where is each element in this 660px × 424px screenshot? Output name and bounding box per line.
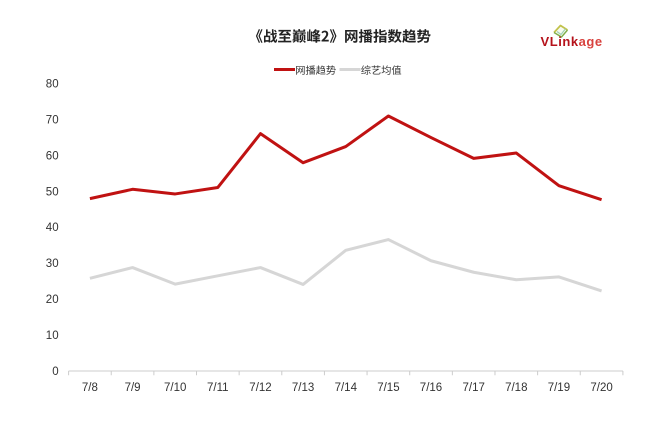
svg-text:80: 80: [46, 79, 59, 91]
svg-text:7/20: 7/20: [590, 382, 612, 394]
svg-text:70: 70: [46, 115, 59, 127]
svg-text:7/13: 7/13: [292, 382, 314, 394]
svg-text:7/14: 7/14: [335, 382, 358, 394]
svg-text:7/16: 7/16: [420, 382, 442, 394]
svg-text:30: 30: [46, 258, 59, 270]
svg-text:7/15: 7/15: [377, 382, 399, 394]
svg-text:7/10: 7/10: [164, 382, 186, 394]
svg-text:40: 40: [46, 222, 59, 234]
svg-text:10: 10: [46, 330, 59, 342]
svg-text:7/18: 7/18: [505, 382, 527, 394]
svg-text:7/19: 7/19: [548, 382, 570, 394]
svg-text:7/12: 7/12: [249, 382, 271, 394]
svg-text:60: 60: [46, 150, 59, 162]
svg-text:VLinkage: VLinkage: [541, 34, 603, 49]
svg-text:0: 0: [52, 366, 58, 378]
svg-text:7/17: 7/17: [463, 382, 485, 394]
svg-text:7/8: 7/8: [82, 382, 98, 394]
svg-text:50: 50: [46, 186, 59, 198]
svg-text:20: 20: [46, 294, 59, 306]
svg-text:7/11: 7/11: [207, 382, 229, 394]
svg-text:7/9: 7/9: [125, 382, 141, 394]
